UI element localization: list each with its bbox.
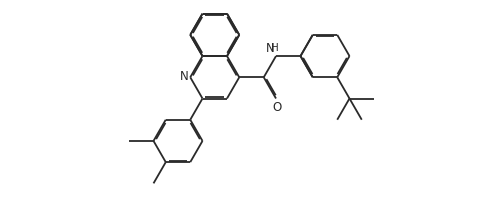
Text: O: O (273, 101, 282, 114)
Text: N: N (180, 70, 189, 83)
Text: N: N (266, 42, 275, 55)
Text: H: H (271, 43, 279, 53)
